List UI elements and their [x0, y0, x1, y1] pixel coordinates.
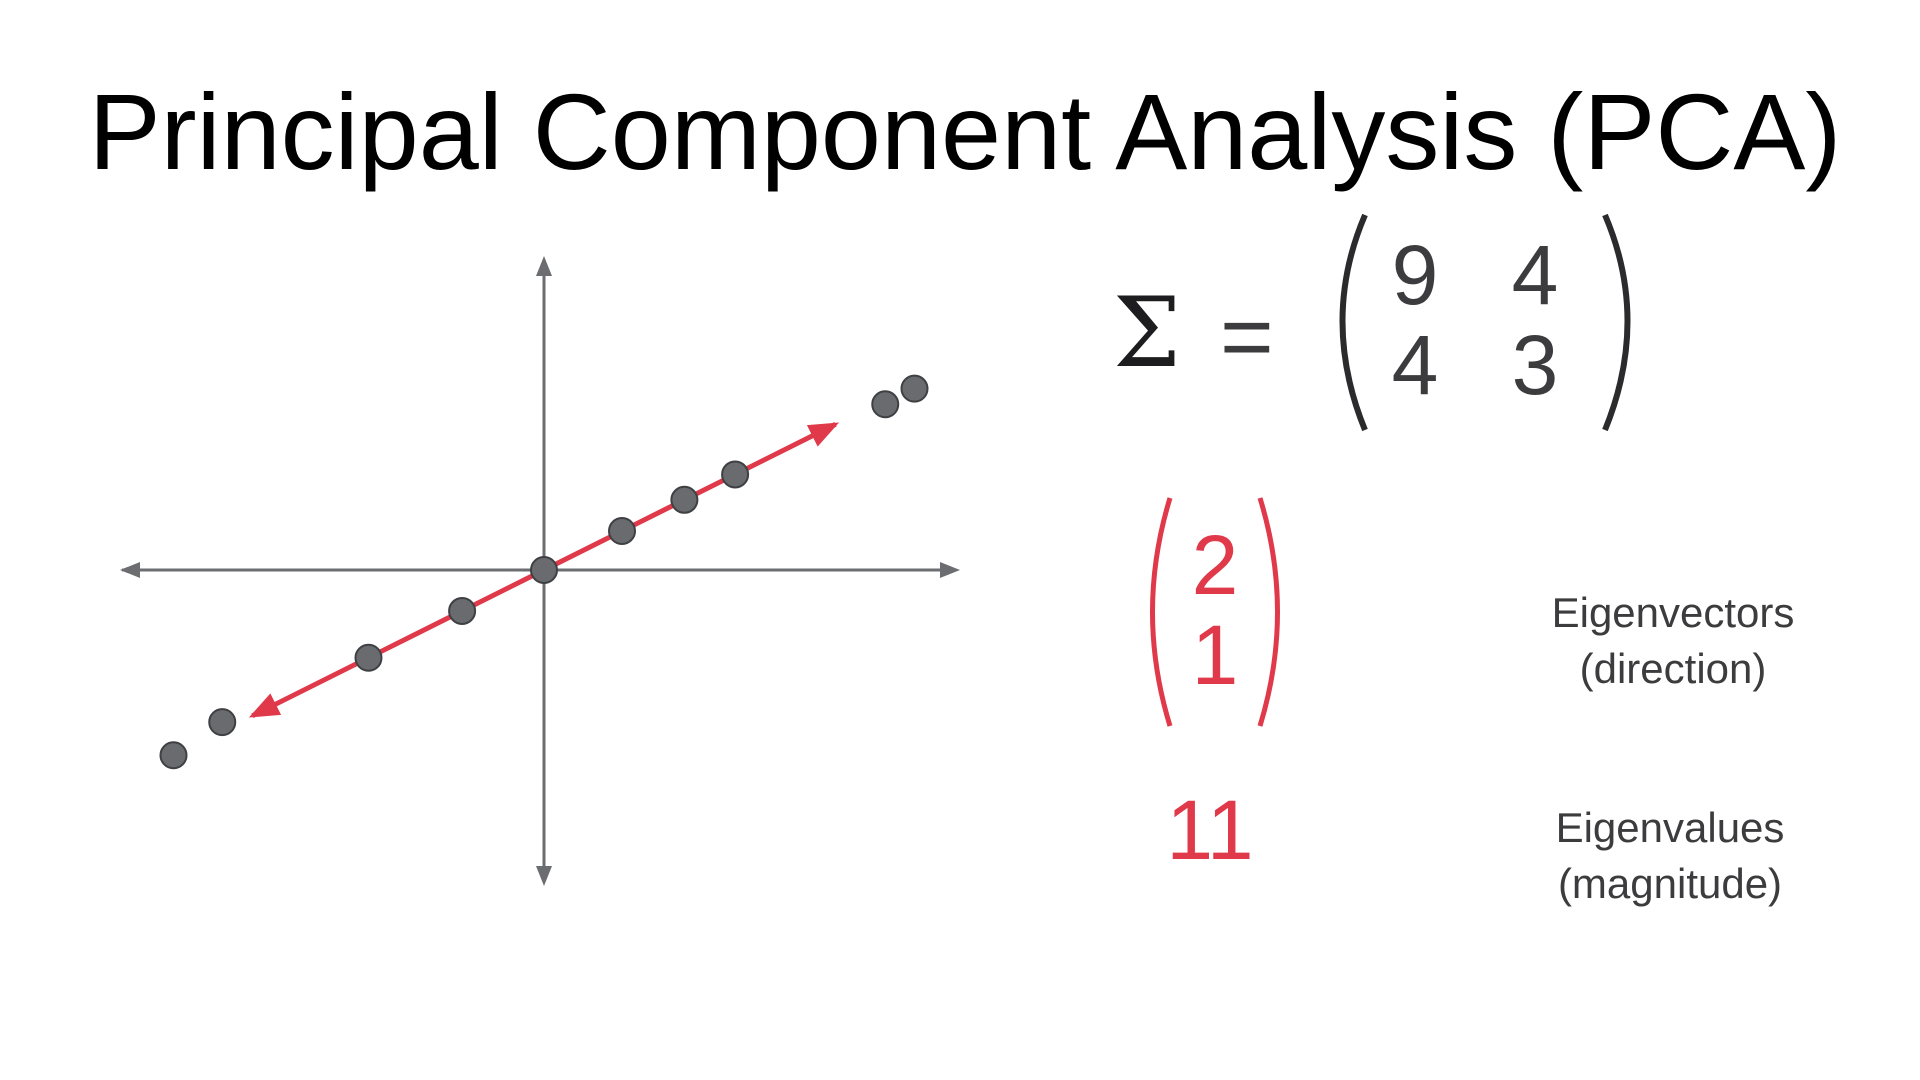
- matrix-cell-r1c1: 9: [1391, 228, 1439, 322]
- pc-line-negative: [248, 567, 546, 718]
- eigenvector-x: 2: [1191, 518, 1239, 612]
- y-axis-top-arrow: [536, 256, 552, 276]
- right-paren: [1602, 213, 1631, 432]
- data-point: [448, 596, 477, 625]
- right-paren: [1257, 497, 1280, 727]
- matrix-brackets: [1339, 213, 1631, 432]
- eigenvectors-label: Eigenvectors: [1551, 589, 1795, 636]
- eigenvector-brackets: [1150, 497, 1280, 727]
- data-point: [530, 556, 558, 584]
- data-point: [670, 485, 699, 514]
- data-point: [208, 708, 237, 737]
- eigenvectors-sublabel: (direction): [1579, 645, 1767, 692]
- left-paren: [1339, 213, 1368, 432]
- equals-sign: =: [1220, 286, 1274, 388]
- covariance-equation: Σ = 9 4 4 3: [1105, 195, 1645, 475]
- left-paren: [1150, 497, 1173, 727]
- data-point: [900, 374, 929, 403]
- eigenvalues-label: Eigenvalues: [1555, 804, 1785, 851]
- data-point: [721, 460, 750, 489]
- data-point: [354, 643, 383, 672]
- x-axis-left-arrow: [120, 562, 140, 578]
- matrix-cell-r2c1: 4: [1391, 318, 1439, 412]
- matrix-cell-r1c2: 4: [1511, 228, 1559, 322]
- eigenvectors-caption: Eigenvectors (direction): [1503, 585, 1843, 697]
- x-axis-right-arrow: [940, 562, 960, 578]
- data-points: [159, 374, 929, 770]
- pca-scatter-plot: [120, 256, 960, 886]
- eigenvector: 2 1: [1140, 490, 1290, 735]
- covariance-matrix: 9 4 4 3: [1325, 195, 1645, 455]
- data-point: [159, 741, 188, 770]
- data-point: [871, 390, 900, 419]
- eigenvalues-caption: Eigenvalues (magnitude): [1500, 800, 1840, 912]
- slide-title: Principal Component Analysis (PCA): [88, 71, 1842, 192]
- matrix-cell-r2c2: 3: [1511, 318, 1559, 412]
- eigenvalues-sublabel: (magnitude): [1557, 860, 1783, 907]
- sigma-symbol: Σ: [1113, 277, 1181, 389]
- data-point: [608, 517, 636, 545]
- eigenvalue: 11: [1166, 783, 1254, 877]
- eigenvector-y: 1: [1191, 608, 1239, 702]
- y-axis-bottom-arrow: [536, 866, 552, 886]
